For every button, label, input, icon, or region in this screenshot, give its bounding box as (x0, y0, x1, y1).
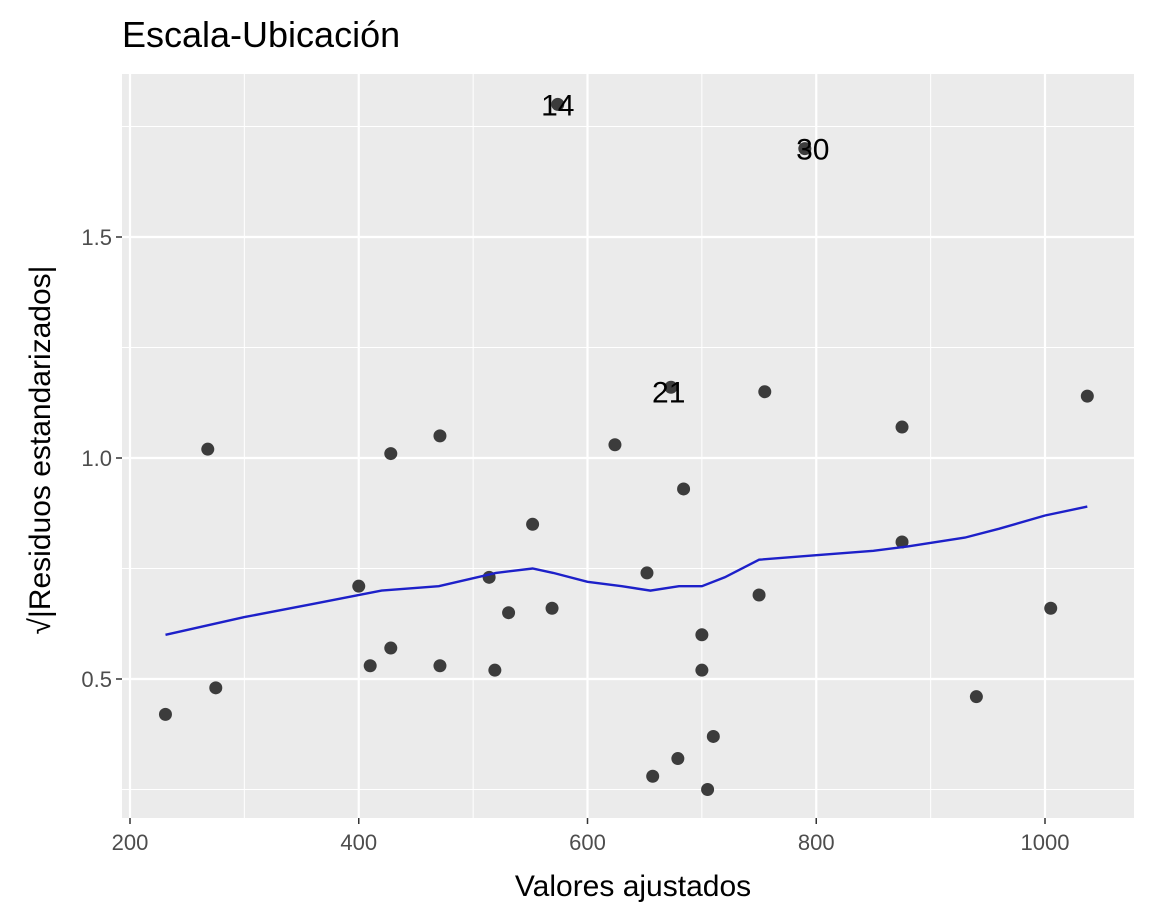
data-point (706, 729, 720, 743)
data-point (352, 579, 366, 593)
data-point (384, 641, 398, 655)
data-point (384, 447, 398, 461)
y-tick-label: 0.5 (81, 667, 112, 692)
data-point (664, 380, 678, 394)
data-point (363, 659, 377, 673)
x-axis-title: Valores ajustados (515, 870, 751, 903)
x-tick-label: 600 (569, 830, 606, 855)
data-point (545, 601, 559, 615)
data-point (526, 517, 540, 531)
data-point (209, 681, 223, 695)
data-point (502, 606, 516, 620)
data-point (752, 588, 766, 602)
data-point (158, 707, 172, 721)
chart-title: Escala-Ubicación (122, 14, 401, 55)
data-point (798, 142, 812, 156)
grid-minor (122, 74, 1134, 818)
point-labels: 14 30 21 (541, 89, 829, 409)
data-point (433, 659, 447, 673)
data-point (701, 783, 715, 796)
y-tick-label: 1.5 (81, 225, 112, 250)
axis-ticks: 200 400 600 800 1000 0.5 1.0 1.5 (81, 225, 1069, 855)
data-point (677, 482, 691, 496)
smooth-line (165, 505, 1088, 636)
data-point (969, 690, 983, 704)
data-point (895, 420, 909, 434)
point-label: 21 (652, 377, 685, 410)
y-tick-label: 1.0 (81, 446, 112, 471)
data-point (433, 429, 447, 443)
data-point (488, 663, 502, 677)
x-tick-label: 200 (112, 830, 149, 855)
grid-major (122, 74, 1134, 818)
data-point (758, 385, 772, 399)
data-point (646, 769, 660, 783)
data-point (608, 438, 622, 452)
y-axis-title: √|Residuos estandarizados| (24, 266, 57, 635)
data-point (1044, 601, 1058, 615)
data-point (671, 752, 685, 766)
data-point (551, 97, 565, 111)
x-tick-label: 800 (798, 830, 835, 855)
x-tick-label: 400 (340, 830, 377, 855)
point-label: 14 (541, 89, 574, 122)
x-tick-label: 1000 (1021, 830, 1070, 855)
point-label: 30 (796, 134, 829, 167)
data-point (895, 535, 909, 549)
data-point (640, 566, 654, 580)
plot-panel (122, 74, 1134, 818)
data-points (158, 97, 1094, 796)
data-point (1080, 389, 1094, 403)
data-point (201, 442, 215, 456)
data-point (695, 663, 709, 677)
data-point (695, 628, 709, 642)
